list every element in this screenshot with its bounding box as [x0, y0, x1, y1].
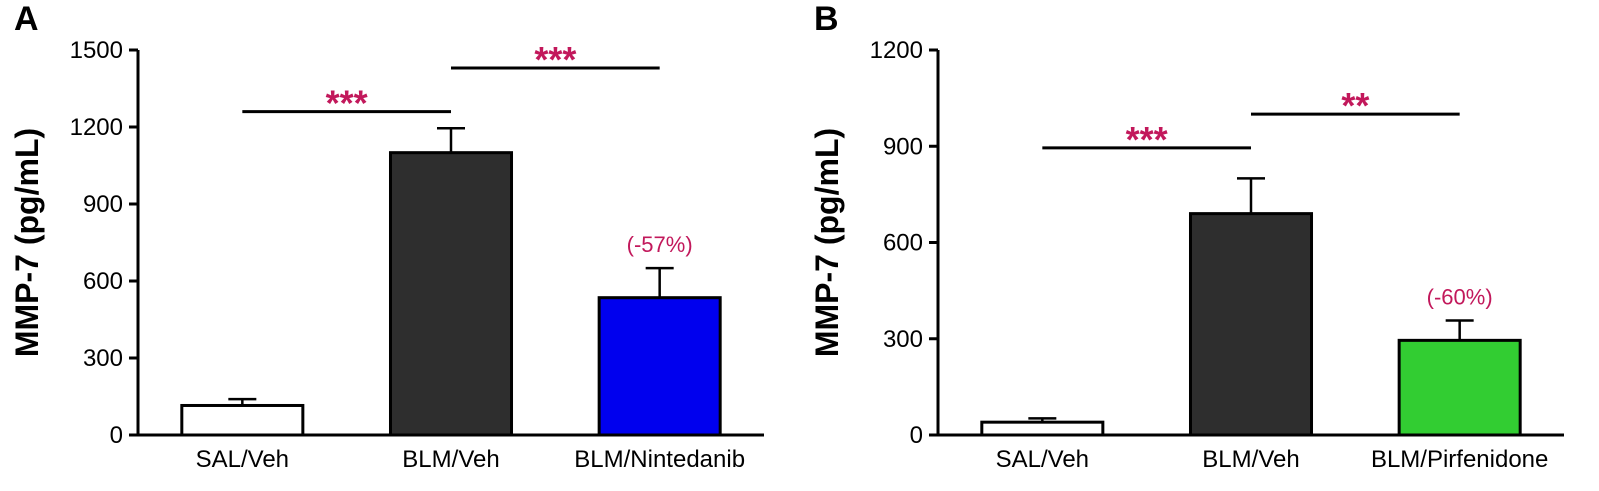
category-label-blm-veh: BLM/Veh [402, 446, 499, 473]
bar-chart-a: MMP-7 (pg/mL) 0 300 600 900 1200 1500 SAL/Veh BL… [9, 37, 764, 473]
y-tick-label: 1200 [70, 114, 123, 141]
y-tick-label: 1200 [870, 37, 923, 64]
y-tick-label: 900 [883, 133, 923, 160]
bar-blm-veh [388, 151, 514, 437]
y-tick-label: 600 [83, 268, 123, 295]
panel-b-label: B [814, 0, 839, 38]
bar-blm-pirfenidone [1397, 338, 1522, 437]
y-tick-label: 300 [883, 326, 923, 353]
y-tick-label: 1500 [70, 37, 123, 64]
y-tick-label: 0 [110, 422, 123, 449]
bar-sal-veh [980, 420, 1105, 437]
y-tick-label: 600 [883, 230, 923, 257]
y-axis-title: MMP-7 (pg/mL) [9, 128, 45, 357]
panel-a-label: A [14, 0, 39, 38]
category-label-sal-veh: SAL/Veh [996, 446, 1089, 473]
bar-blm-veh [1188, 212, 1314, 437]
panel-b: B MMP-7 (pg/mL) 0 300 600 900 1200 SAL/Veh BLM/… [800, 0, 1592, 487]
significance-stars: *** [326, 83, 368, 124]
category-label-sal-veh: SAL/Veh [196, 446, 289, 473]
significance-stars: *** [1126, 119, 1168, 160]
y-tick-label: 0 [910, 422, 923, 449]
bar-blm-nintedanib [597, 296, 722, 437]
y-tick-label: 300 [83, 345, 123, 372]
significance-stars: ** [1341, 85, 1369, 126]
category-label-blm-nintedanib: BLM/Nintedanib [574, 446, 745, 473]
bar-chart-b: MMP-7 (pg/mL) 0 300 600 900 1200 SAL/Veh BLM/Ve… [809, 37, 1564, 473]
significance-stars: *** [534, 39, 576, 80]
percent-change-label: (-60%) [1427, 284, 1493, 309]
category-label-blm-veh: BLM/Veh [1202, 446, 1299, 473]
y-axis-title: MMP-7 (pg/mL) [809, 128, 845, 357]
category-label-blm-pirfenidone: BLM/Pirfenidone [1371, 446, 1548, 473]
bar-sal-veh [180, 403, 305, 437]
y-tick-label: 900 [83, 191, 123, 218]
percent-change-label: (-57%) [627, 232, 693, 257]
panel-a: A MMP-7 (pg/mL) 0 300 600 900 1200 1500 SAL/Veh… [0, 0, 792, 487]
